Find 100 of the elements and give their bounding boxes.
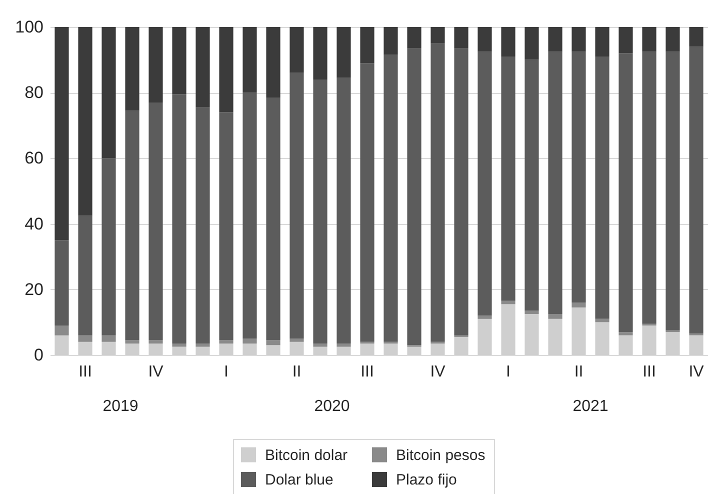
bar <box>54 325 69 336</box>
bar <box>572 52 586 303</box>
bar <box>572 307 586 355</box>
bar <box>478 52 492 316</box>
bar <box>430 43 445 342</box>
bar <box>102 158 116 336</box>
bar <box>148 102 163 340</box>
bar <box>54 27 69 240</box>
bar <box>54 240 69 326</box>
bar <box>689 46 704 334</box>
bar <box>172 346 186 355</box>
bar <box>384 344 398 355</box>
bar <box>407 48 422 346</box>
bar <box>524 60 539 311</box>
bar <box>290 27 304 73</box>
bar <box>430 344 445 355</box>
bar <box>360 27 374 64</box>
bar <box>430 27 445 44</box>
bar <box>384 54 398 342</box>
bar <box>360 63 374 342</box>
x-tick-label: II <box>574 364 584 380</box>
y-tick-label: 40 <box>24 214 44 234</box>
bar <box>548 27 562 52</box>
legend-label: Bitcoin dolar <box>265 446 348 464</box>
bar <box>524 27 539 60</box>
bar <box>242 338 257 344</box>
bar <box>336 27 351 78</box>
legend-label: Dolar blue <box>265 472 334 488</box>
text: 2019 <box>102 398 138 415</box>
bar <box>407 346 422 355</box>
bar <box>196 27 210 108</box>
bar <box>336 344 351 347</box>
bar <box>548 52 562 314</box>
bar <box>242 27 257 93</box>
y-tick-label: 60 <box>24 148 44 168</box>
bar <box>407 27 422 48</box>
bar <box>642 52 656 324</box>
bar <box>290 338 304 342</box>
legend-label: Bitcoin pesos <box>396 446 486 464</box>
bar <box>242 344 257 355</box>
bar <box>642 325 656 355</box>
y-tick-label: 0 <box>34 346 44 364</box>
bar <box>290 342 304 355</box>
bar <box>172 344 186 347</box>
x-tick-label: III <box>360 364 374 380</box>
bar <box>78 216 92 336</box>
bar <box>125 340 140 344</box>
x-tick-label: I <box>506 364 510 380</box>
bar <box>501 300 516 304</box>
bar <box>478 318 492 355</box>
bar <box>125 344 140 355</box>
text: 2021 <box>572 398 608 415</box>
bar <box>78 335 92 342</box>
text: 2020 <box>314 398 350 415</box>
bar <box>548 314 562 319</box>
bar <box>266 27 280 98</box>
bar <box>666 52 680 330</box>
bar <box>219 340 234 344</box>
bar <box>572 302 586 308</box>
bar <box>595 56 610 319</box>
x-tick-label: III <box>78 364 92 380</box>
bar <box>454 336 468 355</box>
bar <box>266 340 280 346</box>
bar <box>313 344 328 347</box>
bar <box>454 27 468 48</box>
bar <box>501 56 516 301</box>
bar <box>313 27 328 80</box>
bar <box>689 27 704 47</box>
bar <box>54 335 69 355</box>
bar <box>478 316 492 319</box>
bar <box>313 346 328 355</box>
bar <box>384 27 398 55</box>
bar <box>618 27 633 54</box>
bar <box>454 48 468 336</box>
bar <box>478 27 492 52</box>
bar <box>642 27 656 52</box>
bar <box>501 304 516 355</box>
bar <box>689 335 704 355</box>
bar <box>78 342 92 355</box>
bar <box>78 27 92 216</box>
y-tick-label: 80 <box>24 83 44 102</box>
legend-label: Plazo fijo <box>396 472 457 488</box>
bar <box>618 332 633 336</box>
bar <box>125 110 140 340</box>
bar <box>219 344 234 355</box>
bar <box>148 344 163 355</box>
x-tick-label: I <box>224 364 228 380</box>
y-tick-label: 20 <box>24 280 44 299</box>
x-tick-label: III <box>642 364 656 380</box>
bar <box>501 27 516 57</box>
bar <box>666 27 680 52</box>
bar <box>102 335 116 342</box>
bar <box>196 346 210 355</box>
bar <box>336 78 351 344</box>
bar <box>172 27 186 94</box>
bar <box>595 318 610 322</box>
bar <box>196 344 210 347</box>
bar <box>266 345 280 355</box>
bar <box>548 318 562 355</box>
bar <box>360 344 374 355</box>
